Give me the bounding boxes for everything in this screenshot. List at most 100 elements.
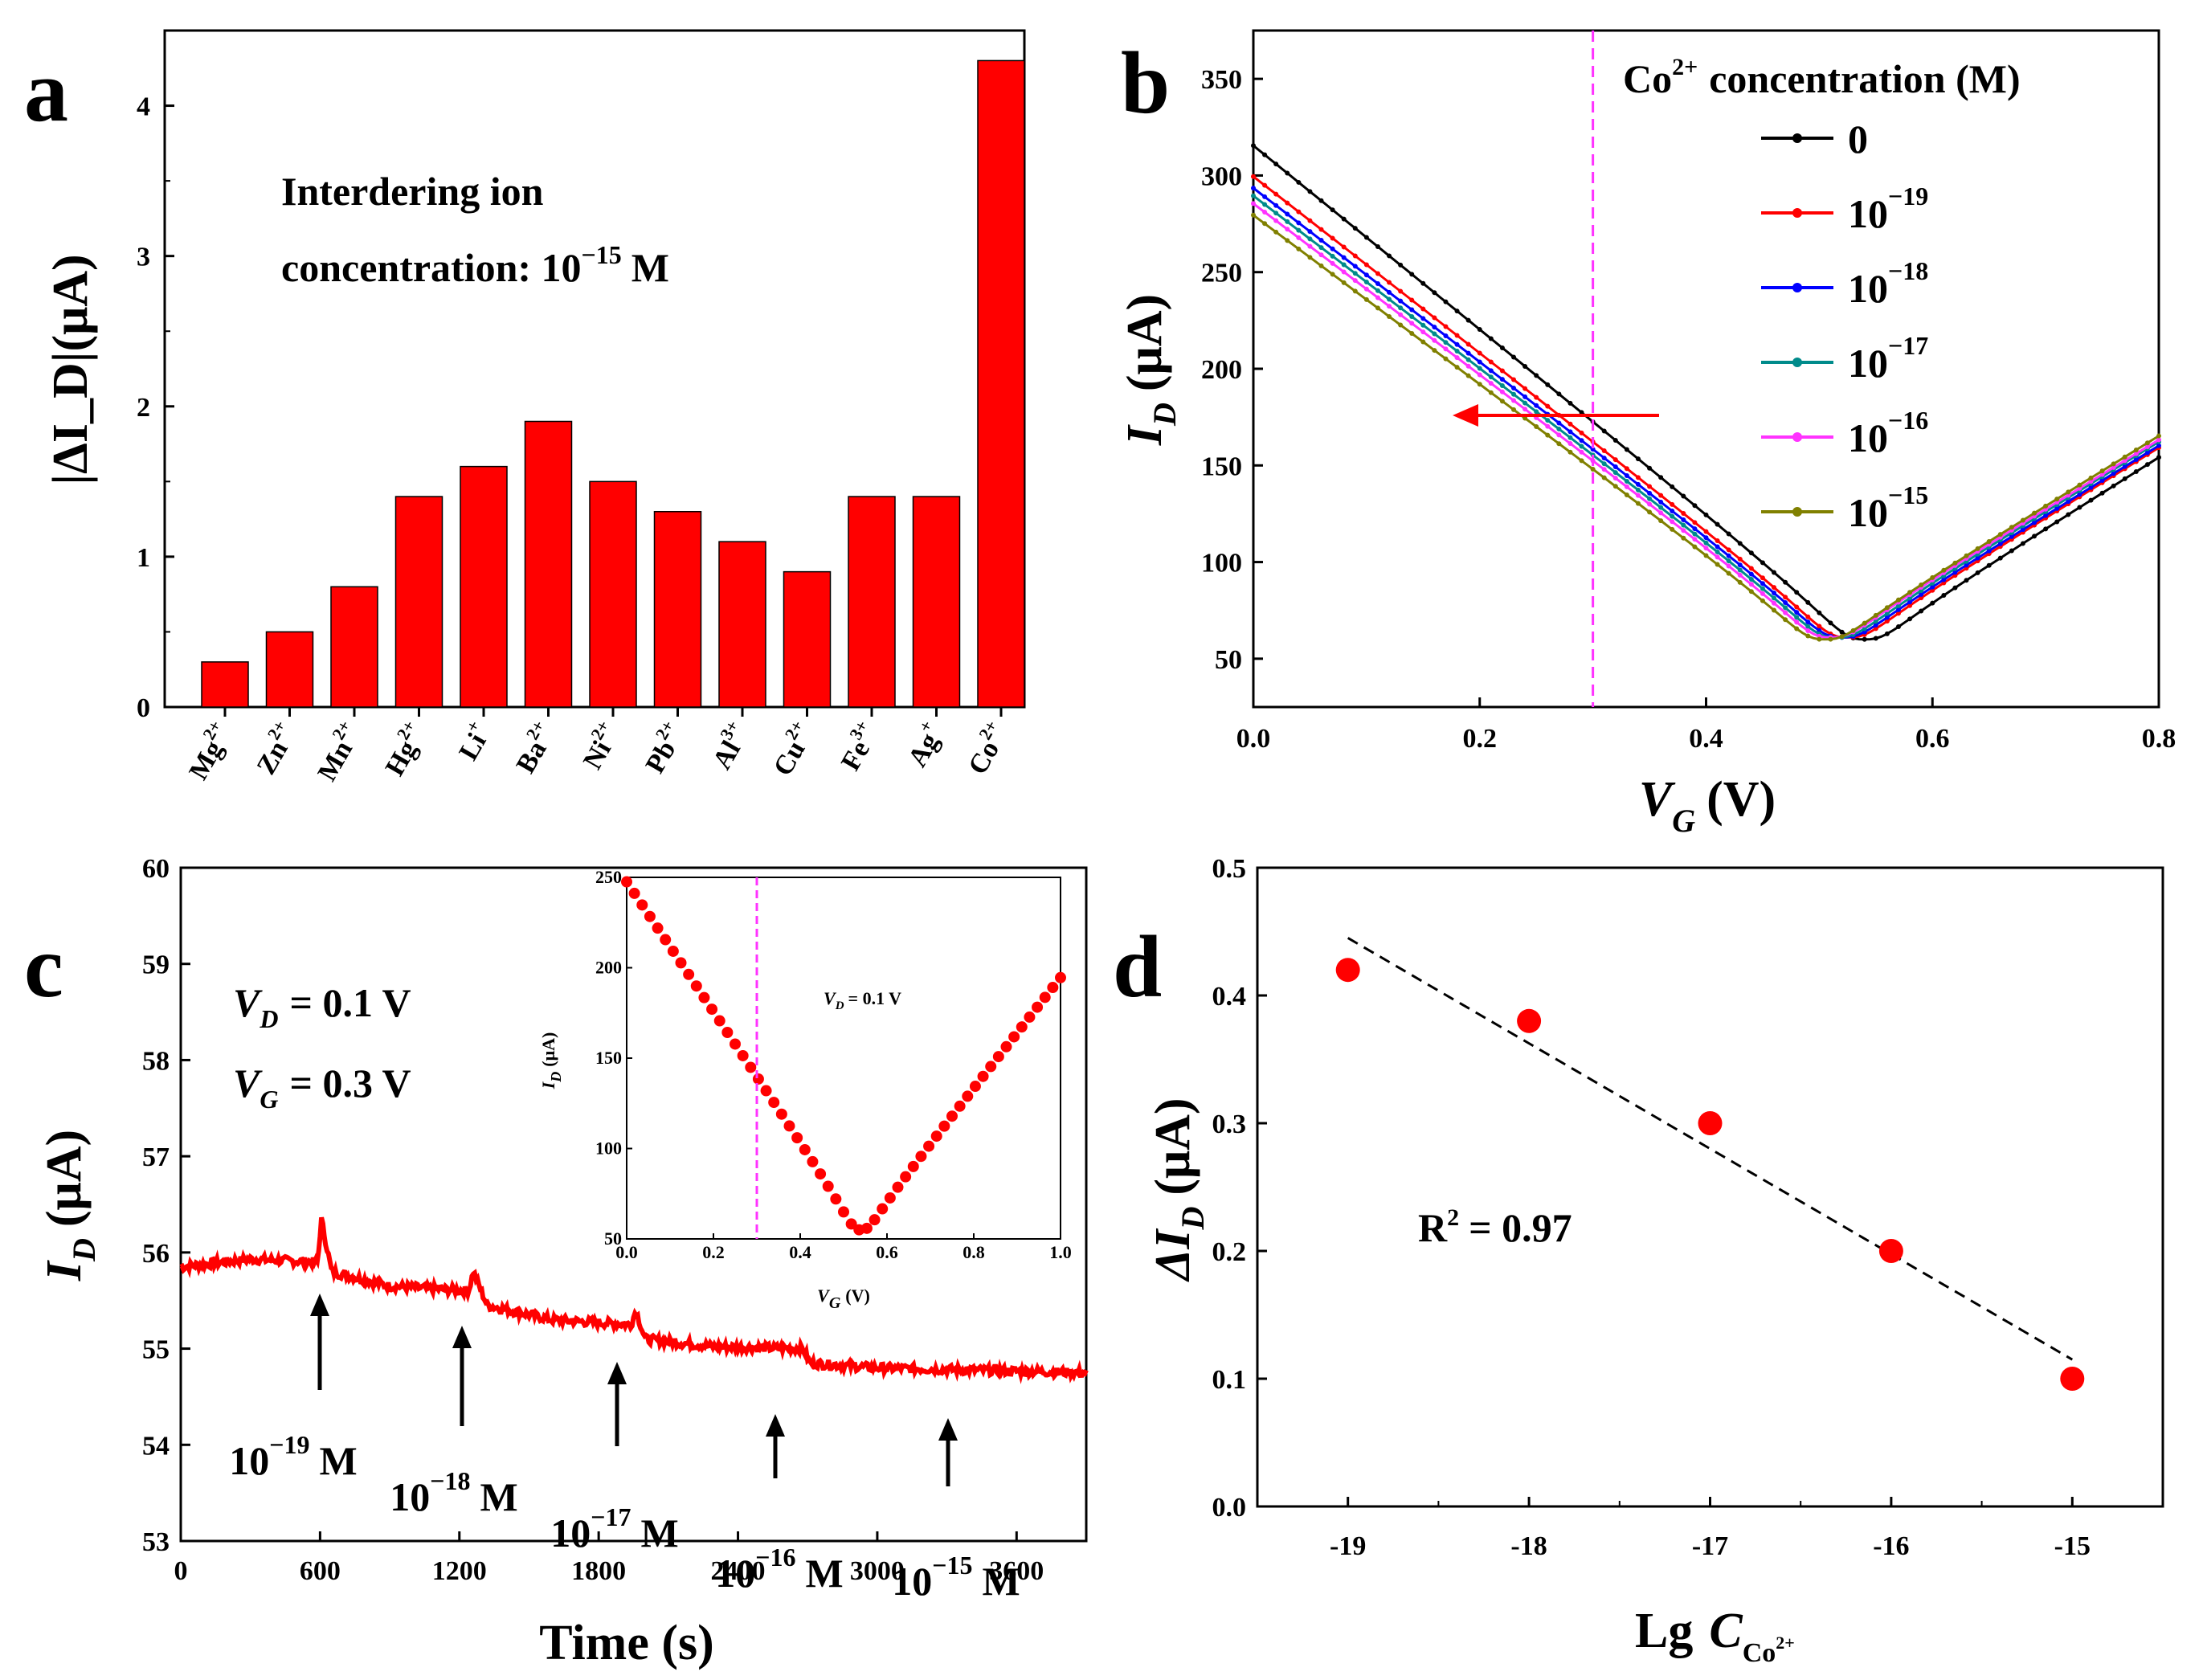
- chart-b-series-point: [1748, 571, 1754, 577]
- chart-b-series-point: [1862, 620, 1867, 626]
- chart-b-series-point: [1330, 260, 1335, 266]
- inset-point: [713, 1015, 725, 1027]
- chart-b-ytick-label: 100: [1201, 549, 1242, 578]
- chart-c: ID(μA) Time (s) VD = 0.1 V VG = 0.3 V VD = …: [37, 854, 1089, 1670]
- chart-b-series-point: [1726, 558, 1731, 564]
- chart-b-series-point: [1307, 189, 1313, 194]
- chart-b-series-point: [1601, 461, 1607, 467]
- chart-a-ytick-label: 3: [137, 243, 150, 272]
- panel-label-d: d: [1113, 918, 1162, 1016]
- chart-c-condition-vd: VD = 0.1 V: [233, 980, 411, 1033]
- chart-b-series-point: [1273, 202, 1279, 208]
- inset-point: [930, 1130, 942, 1142]
- chart-b-legend-marker: [1792, 283, 1802, 292]
- inset-point: [877, 1203, 889, 1215]
- chart-b-series-point: [2088, 484, 2094, 490]
- inset-point: [923, 1140, 935, 1152]
- chart-b-series-point: [1601, 428, 1607, 434]
- chart-b-series-point: [1783, 617, 1788, 623]
- bar-cu: [783, 570, 832, 708]
- chart-b-series-point: [1432, 337, 1437, 343]
- chart-b-series-point: [1499, 345, 1505, 350]
- chart-b-series-point: [1251, 212, 1256, 218]
- chart-a-xtick-label: Cu2+: [763, 717, 821, 781]
- chart-b-series-point: [2077, 505, 2082, 510]
- chart-d-xtick-label: -18: [1510, 1531, 1547, 1561]
- chart-b-series-point: [2020, 517, 2025, 523]
- chart-b-series-point: [1522, 407, 1528, 412]
- bar-co: [977, 59, 1025, 708]
- chart-c-xtick-label: 3000: [850, 1556, 905, 1586]
- chart-b-series-point: [1805, 599, 1811, 605]
- chart-b-series-point: [1556, 426, 1562, 431]
- chart-a-xtick-label: Hg2+: [375, 717, 433, 781]
- inset-xtick-label: 0.2: [702, 1242, 725, 1262]
- inset-point: [977, 1070, 989, 1082]
- chart-b-series-point: [1251, 143, 1256, 149]
- inset-point: [900, 1171, 912, 1183]
- chart-b-legend-label: 10−15: [1848, 480, 1928, 535]
- chart-b: ID(μA) VG (V) Co2+ concentration (M) 0.0 0.…: [1118, 29, 2176, 839]
- chart-b-series-point: [1907, 590, 1913, 595]
- chart-d-r2: R2 = 0.97: [1418, 1204, 1572, 1250]
- inset-point: [636, 899, 648, 911]
- chart-b-series-point: [1375, 243, 1380, 249]
- chart-a-annotation-line1: Interdering ion: [281, 169, 544, 214]
- chart-b-series-point: [1692, 544, 1698, 550]
- chart-b-series-point: [1772, 585, 1777, 591]
- chart-b-series-point: [1454, 341, 1460, 347]
- chart-b-series-point: [1330, 272, 1335, 277]
- chart-b-series-point: [1805, 614, 1811, 619]
- chart-c-xtick-label: 2400: [711, 1556, 766, 1586]
- inset-point: [737, 1049, 749, 1061]
- inset-point: [1047, 982, 1059, 994]
- chart-b-series-point: [1488, 336, 1494, 341]
- chart-b-series-point: [1794, 604, 1800, 610]
- chart-b-series-point: [2066, 499, 2071, 505]
- chart-b-series-point: [1647, 490, 1653, 496]
- chart-b-series-point: [1341, 269, 1347, 275]
- inset-point: [667, 945, 679, 957]
- chart-b-series-point: [1262, 202, 1268, 207]
- chart-b-series-point: [1398, 312, 1404, 317]
- chart-b-series-point: [1919, 582, 1924, 588]
- chart-b-frame: [1252, 29, 2160, 709]
- chart-b-series-point: [1703, 512, 1709, 517]
- inset-point: [1024, 1011, 1036, 1023]
- inset-point: [791, 1132, 803, 1144]
- chart-b-series-point: [1534, 403, 1539, 408]
- chart-b-series-point: [1624, 466, 1629, 472]
- chart-b-series-point: [1748, 576, 1754, 582]
- bar-mn: [330, 586, 378, 708]
- chart-b-series-point: [1285, 170, 1290, 176]
- chart-b-series-point: [2099, 468, 2105, 474]
- chart-b-series-point: [1363, 296, 1369, 302]
- chart-b-series-point: [2144, 440, 2150, 446]
- chart-b-series-point: [1318, 227, 1324, 232]
- chart-b-series-point: [1443, 324, 1449, 329]
- chart-b-series-point: [1873, 626, 1878, 632]
- chart-b-series-point: [1567, 435, 1573, 440]
- chart-b-series-point: [1318, 252, 1324, 258]
- chart-b-series-point: [1647, 484, 1653, 489]
- chart-b-series-point: [1556, 420, 1562, 426]
- chart-b-series-point: [1737, 541, 1743, 546]
- chart-b-series-point: [1454, 309, 1460, 314]
- chart-a-ytick-label: 1: [137, 543, 150, 573]
- chart-b-series-point: [1352, 288, 1358, 294]
- chart-b-series-point: [2122, 464, 2127, 469]
- chart-b-series-point: [1522, 363, 1528, 369]
- chart-b-series-point: [1658, 505, 1664, 510]
- chart-b-series-point: [1805, 619, 1811, 625]
- chart-b-series-point: [1330, 207, 1335, 213]
- chart-b-series-point: [1409, 272, 1415, 277]
- chart-b-series-point: [1794, 615, 1800, 620]
- chart-c-xtick-label: 1200: [432, 1556, 487, 1586]
- chart-b-series-point: [1363, 272, 1369, 278]
- chart-d-point: [1335, 958, 1360, 983]
- chart-b-series-point: [1477, 372, 1482, 378]
- chart-b-series-point: [1737, 562, 1743, 568]
- chart-b-series-point: [1488, 381, 1494, 386]
- chart-b-series-point: [1772, 591, 1777, 596]
- chart-b-series-point: [1952, 570, 1958, 575]
